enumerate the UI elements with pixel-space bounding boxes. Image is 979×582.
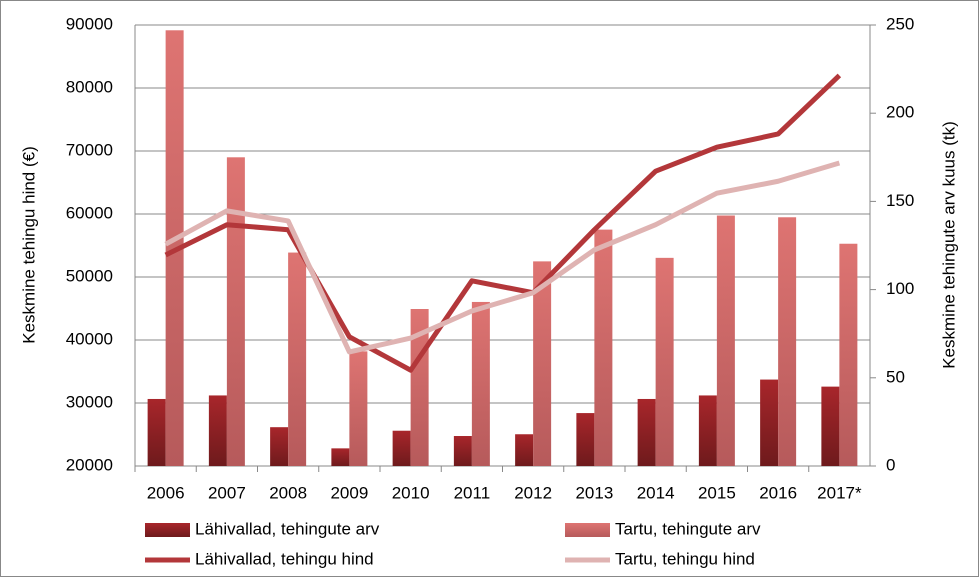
bar <box>392 430 411 466</box>
bar <box>533 261 552 466</box>
y-axis-title: Keskmine tehingu hind (€) <box>19 146 38 344</box>
y2-tick-label: 250 <box>886 14 914 33</box>
x-tick-label: 2006 <box>147 483 185 502</box>
legend-label: Tartu, tehingu hind <box>615 549 755 568</box>
x-tick-label: 2012 <box>514 483 552 502</box>
x-tick-label: 2008 <box>269 483 307 502</box>
bar <box>147 398 166 466</box>
y2-axis-title: Keskmine tehingute arv kuus (tk) <box>939 121 958 369</box>
bar <box>208 395 227 466</box>
bar <box>349 351 368 466</box>
y2-tick-label: 0 <box>886 455 895 474</box>
bar <box>594 229 613 466</box>
x-tick-label: 2009 <box>330 483 368 502</box>
legend-label: Lähivallad, tehingu hind <box>195 549 374 568</box>
y-tick-label: 60000 <box>66 203 113 222</box>
bar <box>698 395 717 466</box>
bar <box>453 436 472 466</box>
y-tick-label: 50000 <box>66 266 113 285</box>
y2-tick-label: 50 <box>886 367 905 386</box>
bar <box>226 157 245 467</box>
bar <box>288 252 307 466</box>
bar <box>716 215 735 466</box>
x-tick-label: 2014 <box>637 483 675 502</box>
x-tick-label: 2016 <box>759 483 797 502</box>
bar <box>471 301 490 466</box>
bar <box>270 427 289 466</box>
y-tick-label: 90000 <box>66 14 113 33</box>
x-tick-label: 2007 <box>208 483 246 502</box>
x-tick-label: 2011 <box>454 483 491 502</box>
y2-tick-label: 200 <box>886 103 914 122</box>
line <box>164 73 842 373</box>
x-tick-label: 2010 <box>392 483 430 502</box>
legend-label: Tartu, tehingute arv <box>615 519 761 538</box>
bar <box>637 398 656 466</box>
line <box>164 160 841 355</box>
y2-tick-label: 100 <box>886 279 914 298</box>
bar <box>821 386 840 466</box>
y-tick-label: 20000 <box>66 455 113 474</box>
y2-tick-label: 150 <box>886 191 914 210</box>
bar <box>515 434 534 466</box>
x-tick-label: 2013 <box>575 483 613 502</box>
y-tick-label: 70000 <box>66 140 113 159</box>
bar <box>839 243 858 466</box>
legend-label: Lähivallad, tehingute arv <box>195 519 380 538</box>
legend-swatch <box>565 523 610 537</box>
y-tick-label: 40000 <box>66 329 113 348</box>
bar <box>778 217 797 466</box>
bar <box>576 413 595 466</box>
x-tick-label: 2015 <box>698 483 736 502</box>
legend-swatch <box>145 523 190 537</box>
bar <box>331 448 350 466</box>
y-tick-label: 80000 <box>66 77 113 96</box>
y-tick-label: 30000 <box>66 392 113 411</box>
bar <box>760 379 779 466</box>
x-tick-label: 2017* <box>817 483 862 502</box>
bar <box>655 257 674 466</box>
